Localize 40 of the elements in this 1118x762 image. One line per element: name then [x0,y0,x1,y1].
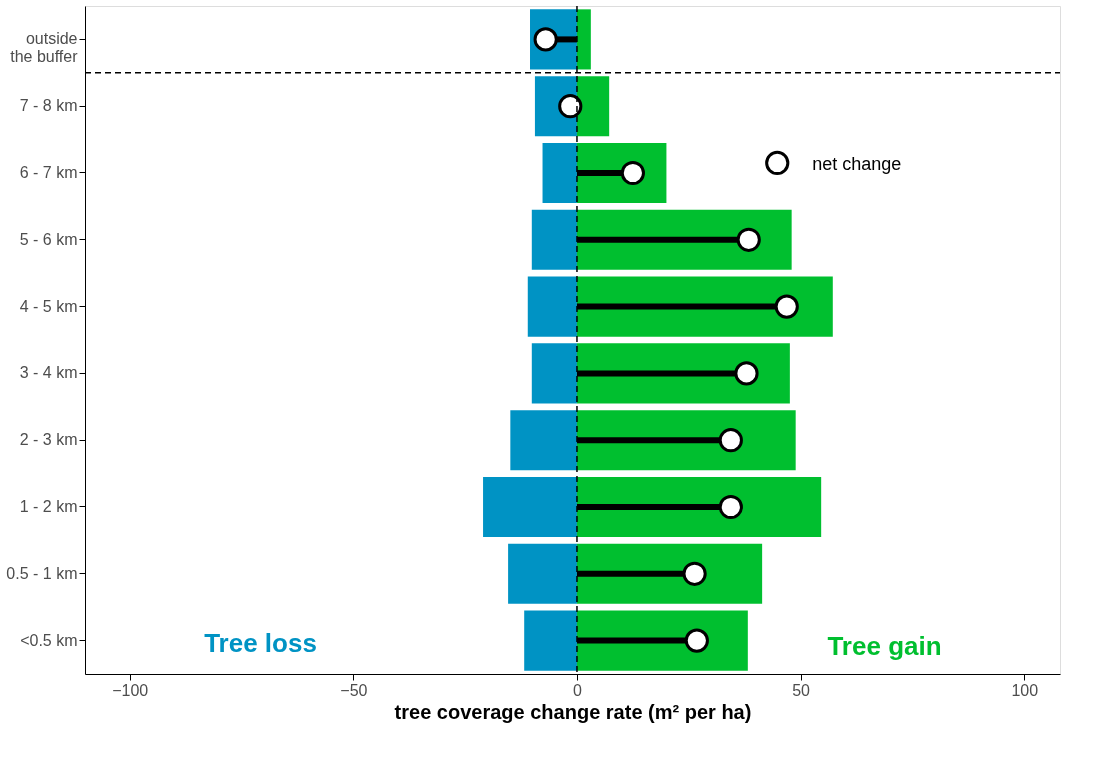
point [684,628,709,653]
bar [576,76,610,137]
point [734,361,759,386]
bar [576,476,822,538]
y-tick-label: 1 - 2 km [19,498,78,515]
y-tick-label: 6 - 7 km [19,164,78,181]
y-tick-label: 7 - 8 km [19,97,78,115]
bar [510,410,577,471]
bar [576,543,763,604]
y-tick-label: <0.5 km [20,631,78,649]
point [682,561,707,586]
point [736,227,761,252]
x-tick-label: 100 [1011,681,1039,699]
annotation: Tree loss [204,627,317,658]
bar [531,343,577,404]
bar [508,543,577,604]
x-axis-title: tree coverage change rate (m² per ha) [394,700,752,723]
y-tick-label: outside the buffer [10,30,79,66]
bar [527,276,577,337]
y-tick-label: 5 - 6 km [19,230,78,248]
point [718,428,743,453]
y-tick-label: 0.5 - 1 km [6,564,78,582]
x-tick-label: −100 [112,681,149,699]
legend-label: net change [812,153,902,174]
point [718,494,743,520]
x-tick-label: 50 [792,681,811,699]
bar [531,209,577,270]
bar [576,9,591,70]
x-tick-label: −50 [340,681,368,699]
point [558,94,583,119]
bar [524,610,577,671]
y-tick-label: 4 - 5 km [19,297,78,315]
bar [483,476,577,538]
point [774,294,799,319]
y-tick-label: 2 - 3 km [19,431,78,449]
annotation: Tree gain [827,631,942,662]
x-tick-label: 0 [573,681,583,699]
y-tick-label: 3 - 4 km [19,364,78,382]
bar [576,410,796,471]
bar [542,142,577,204]
